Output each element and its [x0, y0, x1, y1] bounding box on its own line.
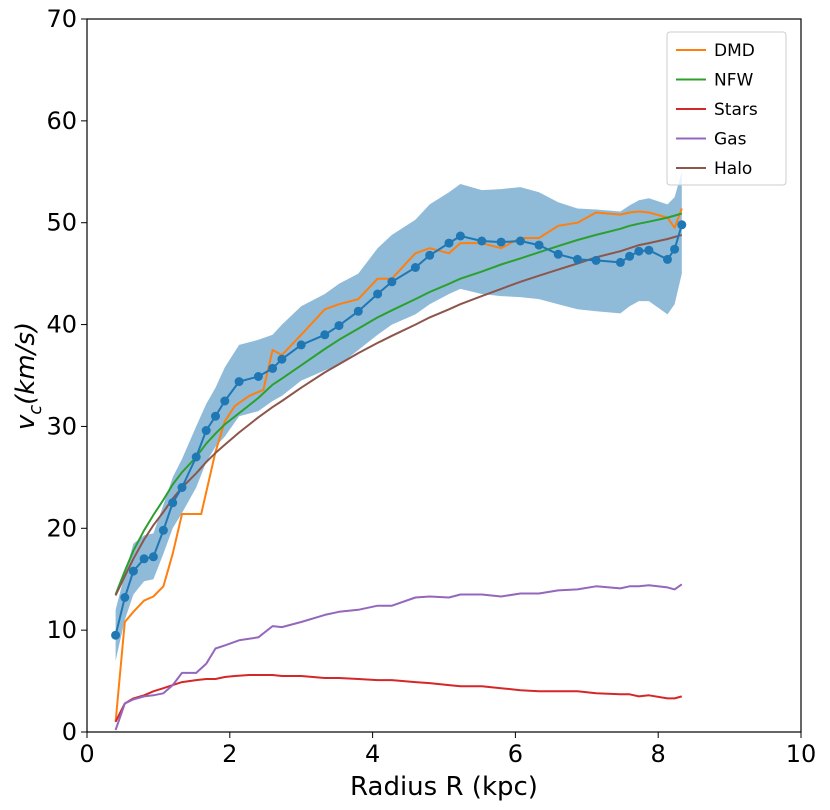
x-tick-label: 8	[651, 740, 666, 768]
axis-ticks: 0 2 4 6 8 10 0 10 20 30 40 50 60 70	[46, 5, 816, 768]
observed-point	[663, 254, 672, 264]
observed-point	[296, 340, 306, 350]
observed-point	[496, 237, 506, 247]
observed-point	[644, 245, 654, 255]
axes-frame	[86, 18, 802, 733]
observed-point	[353, 306, 363, 316]
y-axis-title: vc(km/s)	[11, 322, 46, 430]
x-tick-label: 6	[508, 740, 523, 768]
observed-point	[534, 240, 544, 250]
observed-point	[158, 525, 168, 535]
observed-point	[320, 330, 330, 340]
observed-line	[114, 224, 683, 636]
observed-point	[515, 236, 525, 246]
series-line-dmd	[114, 208, 683, 722]
plot-area	[111, 171, 687, 731]
y-tick-label: 20	[46, 514, 77, 542]
x-tick-label: 4	[365, 740, 380, 768]
observed-point	[670, 244, 680, 254]
x-tick-label: 10	[786, 740, 817, 768]
y-tick-label: 30	[46, 412, 77, 440]
observed-point	[268, 363, 278, 373]
x-tick-label: 0	[79, 740, 94, 768]
observed-point	[139, 554, 149, 564]
legend-frame	[666, 31, 787, 186]
observed-point	[425, 250, 435, 260]
observed-point	[387, 277, 397, 287]
observed-point	[111, 630, 121, 640]
legend-label-stars: Stars	[714, 100, 758, 120]
observed-point	[373, 289, 383, 299]
observed-point	[455, 231, 465, 241]
x-tick-label: 2	[222, 740, 237, 768]
y-tick-label: 0	[62, 718, 77, 746]
x-axis-title: Radius R (kpc)	[350, 772, 538, 802]
observed-point	[148, 552, 158, 562]
observed-point	[625, 251, 635, 261]
observed-point	[191, 452, 201, 462]
observed-point	[634, 246, 644, 256]
observed-error-band	[115, 171, 682, 661]
observed-point	[211, 411, 220, 421]
observed-point	[573, 254, 582, 264]
series-line-gas	[114, 583, 683, 731]
legend-label-nfw: NFW	[714, 71, 753, 91]
observed-point	[591, 255, 601, 265]
observed-point	[120, 593, 130, 602]
observed-point	[234, 377, 244, 387]
y-tick-label: 40	[46, 311, 77, 339]
observed-point	[128, 566, 138, 576]
y-tick-label: 50	[46, 209, 77, 237]
observed-point	[334, 321, 344, 331]
observed-point	[444, 238, 454, 248]
observed-point	[177, 483, 187, 492]
y-tick-label: 70	[46, 5, 77, 33]
observed-point	[253, 372, 263, 381]
observed-point	[677, 220, 687, 230]
series-line-halo	[114, 233, 683, 596]
observed-point	[277, 354, 287, 364]
observed-point	[220, 396, 230, 406]
legend: DMD NFW Stars Gas Halo	[666, 31, 787, 186]
series-line-nfw	[114, 212, 683, 595]
y-tick-label: 10	[46, 616, 77, 644]
observed-point	[168, 498, 178, 508]
y-tick-label: 60	[46, 107, 77, 135]
series-line-stars	[114, 674, 683, 723]
observed-point	[615, 257, 625, 267]
legend-label-halo: Halo	[714, 159, 752, 179]
observed-point	[410, 263, 420, 272]
observed-point	[477, 236, 487, 246]
legend-label-gas: Gas	[714, 130, 747, 150]
observed-point	[553, 249, 563, 259]
legend-label-dmd: DMD	[714, 41, 755, 61]
observed-point	[201, 426, 211, 435]
